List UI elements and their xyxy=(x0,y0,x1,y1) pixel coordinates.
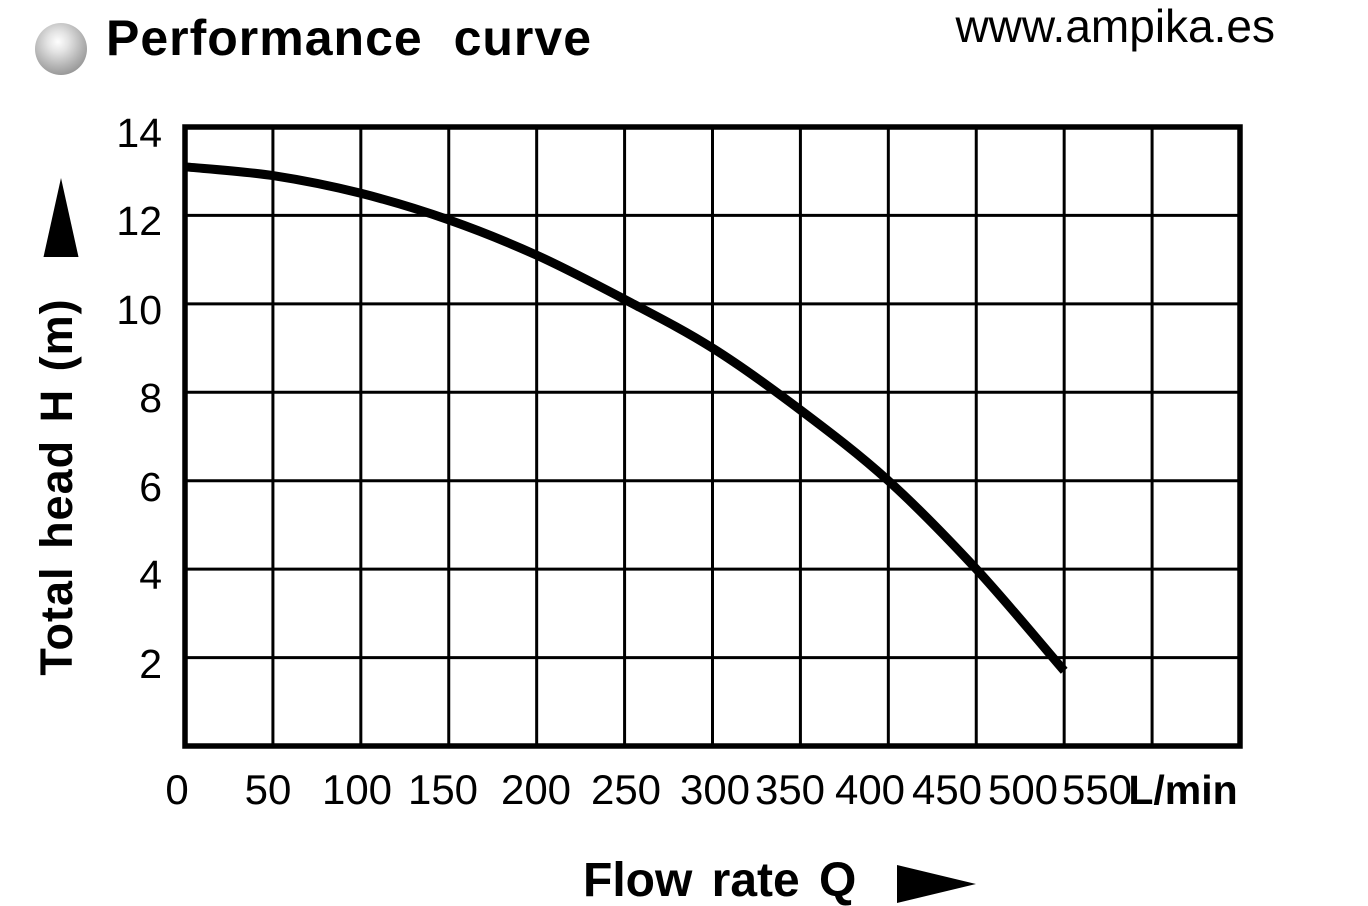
page-title: Performance curve xyxy=(106,10,593,66)
y-tick-label: 2 xyxy=(139,640,162,687)
x-tick-label: 300 xyxy=(679,766,751,813)
y-tick-label: 4 xyxy=(139,552,162,599)
y-axis-arrow-icon xyxy=(43,178,79,257)
y-tick-label: 12 xyxy=(116,198,162,245)
sphere-icon xyxy=(35,23,87,75)
x-tick-label: 250 xyxy=(590,766,662,813)
x-tick-label: 400 xyxy=(834,766,906,813)
grid xyxy=(185,127,1240,746)
pump-curve-line xyxy=(184,162,1068,674)
y-tick-label: 8 xyxy=(139,375,162,422)
y-tick-label: 10 xyxy=(116,286,162,333)
x-axis-arrow-icon xyxy=(897,865,976,903)
x-axis-title: Flow rate Q xyxy=(583,854,857,906)
x-tick-label: 450 xyxy=(911,766,983,813)
x-tick-label: 200 xyxy=(500,766,572,813)
y-tick-label: 14 xyxy=(116,110,162,156)
x-tick-label: 350 xyxy=(754,766,826,813)
x-tick-label: 550 xyxy=(1061,766,1133,813)
plot-border xyxy=(182,124,1243,749)
x-tick-label: 500 xyxy=(987,766,1059,813)
x-axis-unit-label: L/min xyxy=(1128,767,1238,813)
website-url: www.ampika.es xyxy=(955,0,1275,52)
y-tick-label: 6 xyxy=(139,463,162,510)
x-tick-label: 100 xyxy=(321,766,393,813)
x-tick-label: 0 xyxy=(165,766,189,813)
x-tick-label: 150 xyxy=(407,766,479,813)
x-tick-label: 50 xyxy=(244,766,292,813)
